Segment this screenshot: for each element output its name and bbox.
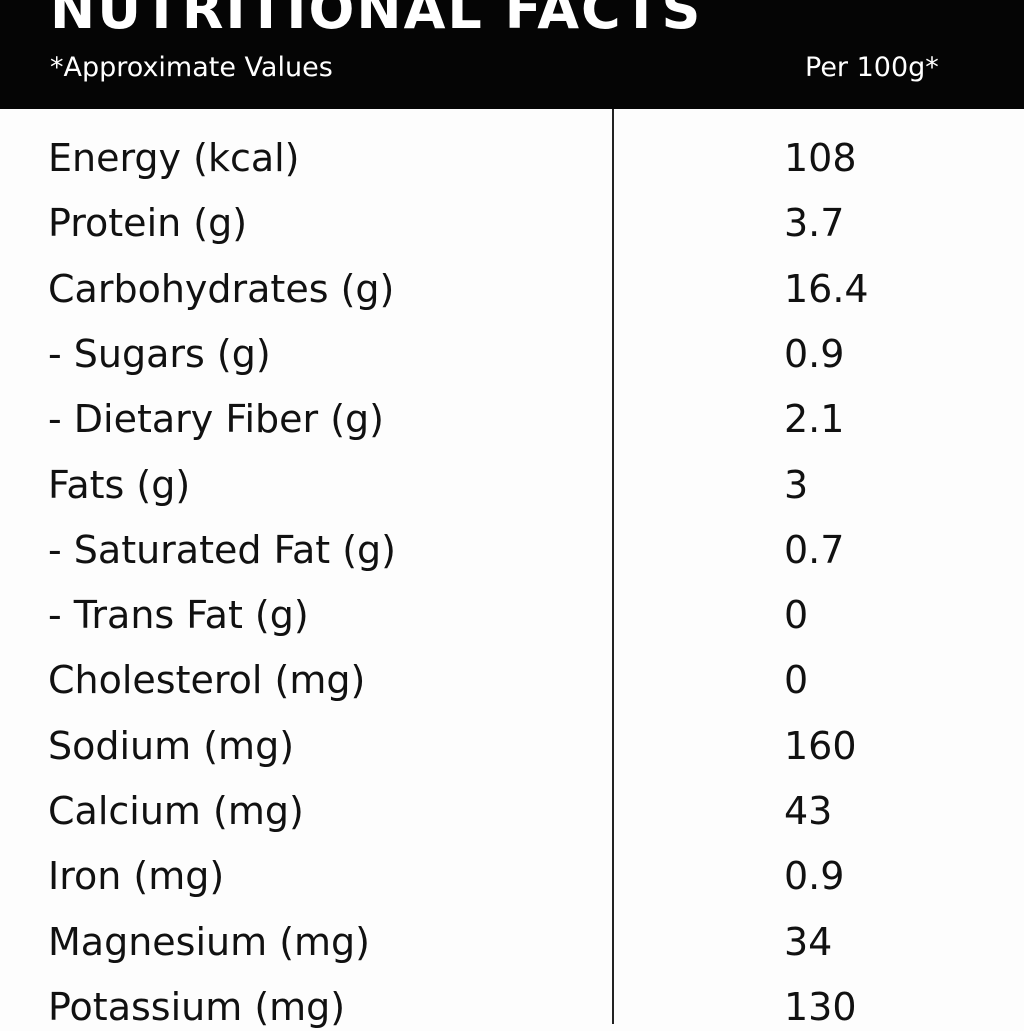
nutrient-label: Protein (g) <box>48 201 248 246</box>
title: NUTRITIONAL FACTS <box>50 0 703 41</box>
nutrient-label: - Dietary Fiber (g) <box>48 397 384 442</box>
nutrient-value: 0.7 <box>784 527 845 572</box>
nutrient-value: 34 <box>784 919 833 964</box>
nutrient-label: Cholesterol (mg) <box>48 658 366 703</box>
nutrient-label: Energy (kcal) <box>48 136 300 180</box>
nutrient-label: Potassium (mg) <box>48 984 346 1029</box>
subtitle: *Approximate Values <box>50 52 333 83</box>
nutrient-label: Magnesium (mg) <box>48 919 370 964</box>
nutrient-value: 0 <box>784 658 809 703</box>
nutrient-value: 130 <box>784 984 857 1029</box>
nutrient-label: Sodium (mg) <box>48 723 295 768</box>
header: NUTRITIONAL FACTS *Approximate Values Pe… <box>0 0 1024 109</box>
nutrient-label: - Sugars (g) <box>48 331 271 376</box>
nutrient-value: 0.9 <box>784 854 845 899</box>
nutrient-label: - Trans Fat (g) <box>48 593 309 638</box>
column-divider <box>612 109 614 1024</box>
per-label: Per 100g* <box>805 52 939 83</box>
nutrient-value: 3 <box>784 462 809 507</box>
nutrient-value: 160 <box>784 723 857 768</box>
nutrient-value: 0.9 <box>784 331 845 376</box>
nutrient-value: 3.7 <box>784 201 845 246</box>
nutrient-label: Fats (g) <box>48 462 191 507</box>
nutrient-label: - Saturated Fat (g) <box>48 527 396 572</box>
nutrient-value: 108 <box>784 136 857 180</box>
nutrient-label: Iron (mg) <box>48 854 225 899</box>
nutrient-value: 16.4 <box>784 266 869 311</box>
nutrient-value: 0 <box>784 593 809 638</box>
nutrient-value: 2.1 <box>784 397 845 442</box>
nutrient-label: Carbohydrates (g) <box>48 266 395 311</box>
nutrient-label: Calcium (mg) <box>48 789 304 833</box>
nutrient-value: 43 <box>784 789 833 833</box>
